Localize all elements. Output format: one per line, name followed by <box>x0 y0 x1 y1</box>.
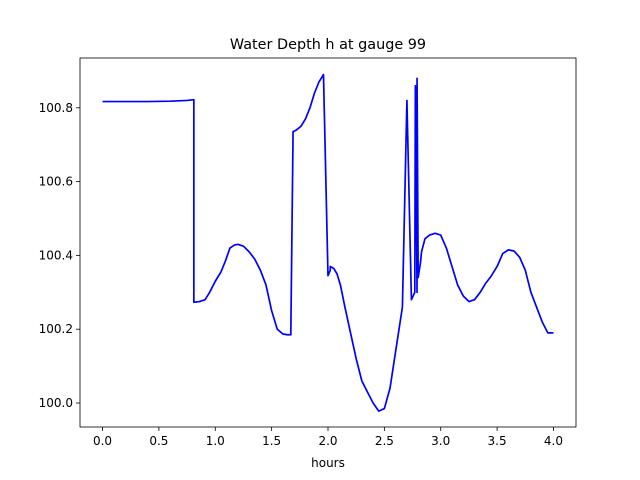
x-tick-label: 0.0 <box>93 434 112 448</box>
x-tick-label: 3.0 <box>431 434 450 448</box>
x-tick-label: 1.0 <box>206 434 225 448</box>
y-tick-label: 100.6 <box>39 175 73 189</box>
y-tick-label: 100.2 <box>39 322 73 336</box>
x-axis: 0.0 0.5 1.0 1.5 2.0 2.5 3.0 3.5 4.0 <box>93 427 563 448</box>
x-tick-label: 1.5 <box>262 434 281 448</box>
x-tick-label: 0.5 <box>149 434 168 448</box>
y-tick-label: 100.8 <box>39 101 73 115</box>
x-tick-label: 2.0 <box>318 434 337 448</box>
y-tick-label: 100.0 <box>39 396 73 410</box>
x-axis-label: hours <box>311 456 345 470</box>
y-tick-label: 100.4 <box>39 248 73 262</box>
chart-title: Water Depth h at gauge 99 <box>230 37 426 53</box>
x-tick-label: 3.5 <box>488 434 507 448</box>
y-axis: 100.0 100.2 100.4 100.6 100.8 <box>39 101 80 410</box>
series-line-water-depth <box>102 73 554 412</box>
x-tick-label: 2.5 <box>375 434 394 448</box>
x-tick-label: 4.0 <box>544 434 563 448</box>
